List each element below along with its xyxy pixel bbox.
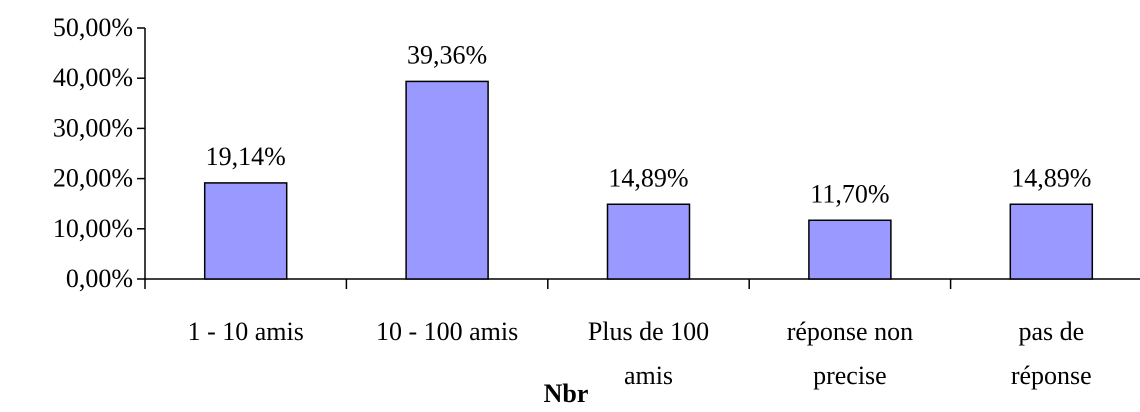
category-label: 1 - 10 amis — [188, 317, 304, 346]
y-tick-label: 10,00% — [53, 214, 133, 243]
data-labels: 19,14% 39,36% 14,89% 11,70% 14,89% — [206, 40, 1092, 208]
x-axis-title: Nbr — [544, 379, 589, 407]
y-tick-label: 30,00% — [53, 113, 133, 142]
category-label: pas de réponse — [1011, 317, 1092, 390]
category-label-line: amis — [624, 361, 673, 390]
bar — [203, 182, 288, 280]
category-label-line: pas de — [1018, 317, 1084, 346]
y-axis: 0,00% 10,00% 20,00% 30,00% 40,00% 50,00% — [53, 13, 146, 293]
y-tick-label: 40,00% — [53, 63, 133, 92]
data-label: 11,70% — [810, 179, 889, 208]
category-label: Plus de 100 amis — [588, 317, 709, 390]
data-label: 14,89% — [1011, 163, 1091, 192]
category-label: 10 - 100 amis — [376, 317, 518, 346]
data-label: 14,89% — [608, 163, 688, 192]
bar — [405, 80, 489, 280]
bar — [808, 219, 892, 280]
category-label-line: 1 - 10 amis — [188, 317, 304, 346]
category-label-line: 10 - 100 amis — [376, 317, 518, 346]
category-label-line: réponse — [1011, 361, 1092, 390]
data-label: 39,36% — [407, 40, 487, 69]
category-label: réponse non precise — [787, 317, 913, 390]
y-tick-label: 20,00% — [53, 164, 133, 193]
category-labels: 1 - 10 amis 10 - 100 amis Plus de 100 amis r… — [188, 317, 1092, 390]
x-axis — [144, 278, 1140, 289]
category-label-line: réponse non — [787, 317, 913, 346]
y-tick-label: 0,00% — [66, 264, 133, 293]
bar — [606, 203, 691, 280]
data-label: 19,14% — [206, 142, 286, 171]
bars — [203, 80, 1094, 280]
category-label-line: Plus de 100 — [588, 317, 709, 346]
category-label-line: precise — [813, 361, 887, 390]
bar — [1009, 203, 1094, 280]
y-tick-label: 50,00% — [53, 13, 133, 42]
